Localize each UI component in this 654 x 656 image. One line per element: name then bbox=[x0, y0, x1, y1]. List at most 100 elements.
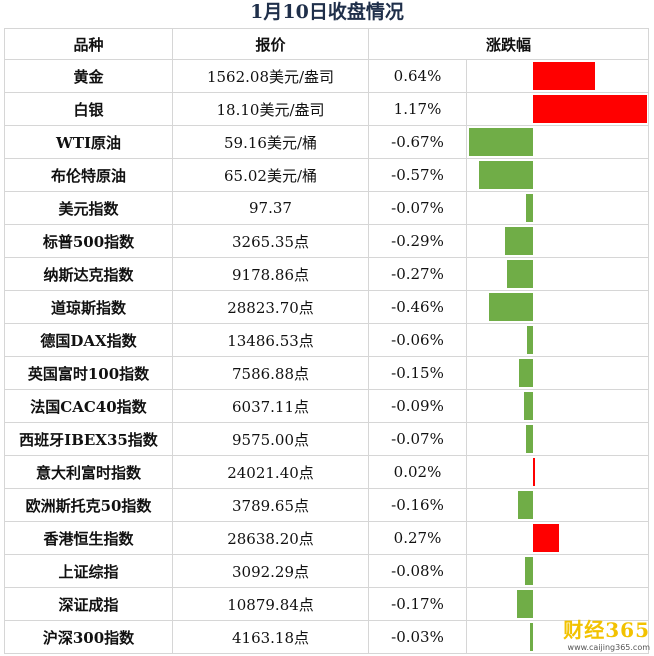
bar-cell bbox=[466, 422, 649, 456]
bar-cell bbox=[466, 587, 649, 621]
change-bar bbox=[478, 161, 533, 189]
change-bar bbox=[517, 491, 533, 519]
table-row: 深证成指 10879.84点 -0.17% bbox=[4, 587, 649, 621]
change-label: -0.17% bbox=[368, 587, 467, 621]
table-row: 意大利富时指数 24021.40点 0.02% bbox=[4, 455, 649, 489]
instrument-price: 6037.11点 bbox=[172, 389, 369, 423]
instrument-price: 97.37 bbox=[172, 191, 369, 225]
bar-cell bbox=[466, 488, 649, 522]
instrument-name: 美元指数 bbox=[4, 191, 173, 225]
instrument-name: 沪深300指数 bbox=[4, 620, 173, 654]
table-row: 香港恒生指数 28638.20点 0.27% bbox=[4, 521, 649, 555]
change-label: -0.16% bbox=[368, 488, 467, 522]
table-row: 沪深300指数 4163.18点 -0.03% bbox=[4, 620, 649, 654]
instrument-price: 3092.29点 bbox=[172, 554, 369, 588]
change-bar bbox=[507, 260, 533, 288]
table-row: 标普500指数 3265.35点 -0.29% bbox=[4, 224, 649, 258]
instrument-price: 10879.84点 bbox=[172, 587, 369, 621]
instrument-name: 西班牙IBEX35指数 bbox=[4, 422, 173, 456]
bar-cell bbox=[466, 554, 649, 588]
bar-cell bbox=[466, 356, 649, 390]
instrument-price: 65.02美元/桶 bbox=[172, 158, 369, 192]
instrument-price: 18.10美元/盎司 bbox=[172, 92, 369, 126]
table-row: 道琼斯指数 28823.70点 -0.46% bbox=[4, 290, 649, 324]
bar-cell bbox=[466, 389, 649, 423]
instrument-name: 纳斯达克指数 bbox=[4, 257, 173, 291]
bar-cell bbox=[466, 125, 649, 159]
change-bar bbox=[533, 524, 560, 552]
table-row: 纳斯达克指数 9178.86点 -0.27% bbox=[4, 257, 649, 291]
instrument-name: 欧洲斯托克50指数 bbox=[4, 488, 173, 522]
change-label: -0.27% bbox=[368, 257, 467, 291]
instrument-price: 4163.18点 bbox=[172, 620, 369, 654]
change-bar bbox=[526, 425, 533, 453]
change-label: -0.57% bbox=[368, 158, 467, 192]
table-row: 英国富时100指数 7586.88点 -0.15% bbox=[4, 356, 649, 390]
change-label: -0.46% bbox=[368, 290, 467, 324]
change-bar bbox=[525, 557, 533, 585]
table-row: 德国DAX指数 13486.53点 -0.06% bbox=[4, 323, 649, 357]
change-bar bbox=[527, 326, 533, 354]
table-row: 黄金 1562.08美元/盎司 0.64% bbox=[4, 59, 649, 93]
bar-cell bbox=[466, 323, 649, 357]
table-row: 欧洲斯托克50指数 3789.65点 -0.16% bbox=[4, 488, 649, 522]
instrument-price: 24021.40点 bbox=[172, 455, 369, 489]
table-row: 法国CAC40指数 6037.11点 -0.09% bbox=[4, 389, 649, 423]
instrument-name: 法国CAC40指数 bbox=[4, 389, 173, 423]
instrument-name: 德国DAX指数 bbox=[4, 323, 173, 357]
change-bar bbox=[518, 359, 533, 387]
instrument-name: 香港恒生指数 bbox=[4, 521, 173, 555]
table-row: WTI原油 59.16美元/桶 -0.67% bbox=[4, 125, 649, 159]
change-bar bbox=[533, 458, 535, 486]
instrument-name: 黄金 bbox=[4, 59, 173, 93]
instrument-price: 3265.35点 bbox=[172, 224, 369, 258]
change-label: -0.07% bbox=[368, 422, 467, 456]
market-close-table: 品种 报价 涨跌幅 黄金 1562.08美元/盎司 0.64% 白银 18.10美元/盎… bbox=[4, 28, 649, 654]
change-bar bbox=[526, 194, 533, 222]
bar-cell bbox=[466, 620, 649, 654]
bar-cell bbox=[466, 257, 649, 291]
watermark-logo: 财经365 bbox=[563, 618, 650, 642]
header-change: 涨跌幅 bbox=[368, 28, 649, 60]
change-label: -0.03% bbox=[368, 620, 467, 654]
change-label: 0.64% bbox=[368, 59, 467, 93]
instrument-name: WTI原油 bbox=[4, 125, 173, 159]
change-label: -0.06% bbox=[368, 323, 467, 357]
instrument-price: 28823.70点 bbox=[172, 290, 369, 324]
bar-cell bbox=[466, 290, 649, 324]
instrument-name: 标普500指数 bbox=[4, 224, 173, 258]
change-bar bbox=[489, 293, 533, 321]
instrument-price: 9178.86点 bbox=[172, 257, 369, 291]
table-row: 白银 18.10美元/盎司 1.17% bbox=[4, 92, 649, 126]
instrument-price: 7586.88点 bbox=[172, 356, 369, 390]
table-row: 美元指数 97.37 -0.07% bbox=[4, 191, 649, 225]
bar-cell bbox=[466, 224, 649, 258]
change-label: -0.08% bbox=[368, 554, 467, 588]
bar-cell bbox=[466, 158, 649, 192]
header-price: 报价 bbox=[172, 28, 369, 60]
header-name: 品种 bbox=[4, 28, 173, 60]
instrument-name: 英国富时100指数 bbox=[4, 356, 173, 390]
change-bar bbox=[505, 227, 533, 255]
header-row: 品种 报价 涨跌幅 bbox=[4, 28, 649, 60]
instrument-price: 28638.20点 bbox=[172, 521, 369, 555]
table-row: 上证综指 3092.29点 -0.08% bbox=[4, 554, 649, 588]
bar-cell bbox=[466, 455, 649, 489]
change-bar bbox=[469, 128, 533, 156]
chart-title: 1月10日收盘情况 bbox=[250, 1, 404, 23]
instrument-name: 白银 bbox=[4, 92, 173, 126]
instrument-price: 3789.65点 bbox=[172, 488, 369, 522]
instrument-name: 布伦特原油 bbox=[4, 158, 173, 192]
table-row: 西班牙IBEX35指数 9575.00点 -0.07% bbox=[4, 422, 649, 456]
change-bar bbox=[530, 623, 533, 651]
bar-cell bbox=[466, 191, 649, 225]
bar-cell bbox=[466, 521, 649, 555]
table-row: 布伦特原油 65.02美元/桶 -0.57% bbox=[4, 158, 649, 192]
instrument-price: 59.16美元/桶 bbox=[172, 125, 369, 159]
change-label: -0.15% bbox=[368, 356, 467, 390]
instrument-price: 13486.53点 bbox=[172, 323, 369, 357]
change-label: 0.02% bbox=[368, 455, 467, 489]
instrument-price: 1562.08美元/盎司 bbox=[172, 59, 369, 93]
watermark-url: www.caijing365.com bbox=[567, 643, 650, 652]
change-label: -0.09% bbox=[368, 389, 467, 423]
